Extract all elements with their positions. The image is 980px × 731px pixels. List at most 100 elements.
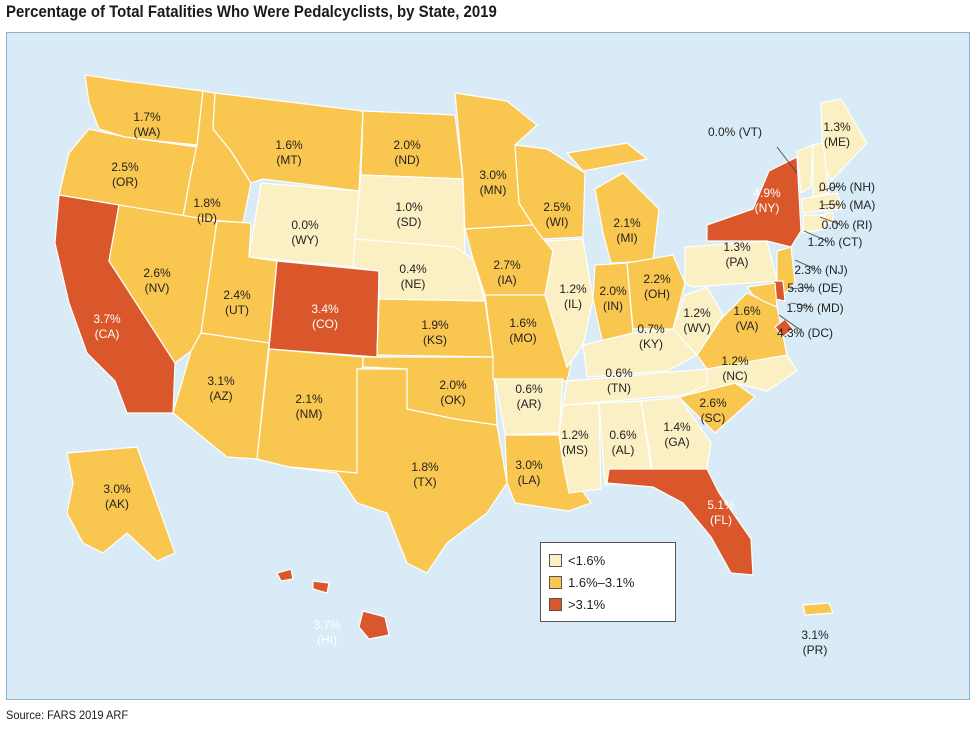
state-tx: [288, 368, 508, 574]
state-pct-ms: 1.2%: [561, 428, 589, 442]
state-pct-ks: 1.9%: [421, 318, 449, 332]
state-code-ks: (KS): [423, 333, 447, 347]
state-pr: [802, 602, 834, 616]
state-il: [543, 238, 594, 369]
state-label-ct: 1.2% (CT): [808, 235, 863, 249]
map-frame: 1.7% (WA) 2.5% (OR) 3.7% (CA) 1.8% (ID) 2.6% (NV)…: [6, 32, 970, 700]
state-code-tx: (TX): [413, 475, 436, 489]
state-code-al: (AL): [612, 443, 635, 457]
state-code-or: (OR): [112, 175, 138, 189]
state-pct-ca: 3.7%: [93, 312, 121, 326]
state-fl: [606, 468, 754, 576]
state-pct-mt: 1.6%: [275, 138, 303, 152]
state-pct-tn: 0.6%: [605, 366, 633, 380]
state-pct-sd: 1.0%: [395, 200, 423, 214]
legend-item-low: <1.6%: [549, 549, 667, 571]
state-pct-nc: 1.2%: [721, 354, 749, 368]
legend-swatch-high: [549, 597, 562, 611]
state-code-nc: (NC): [722, 369, 747, 383]
state-code-ga: (GA): [664, 435, 689, 449]
state-pct-wv: 1.2%: [683, 306, 711, 320]
state-label-dc: 4.3% (DC): [777, 326, 833, 340]
state-code-ok: (OK): [440, 393, 465, 407]
state-label-vt: 0.0% (VT): [708, 125, 762, 139]
state-ga: [640, 396, 712, 474]
state-code-il: (IL): [564, 297, 582, 311]
state-pct-pa: 1.3%: [723, 240, 751, 254]
state-code-la: (LA): [518, 473, 541, 487]
state-code-mo: (MO): [509, 331, 536, 345]
state-pct-ut: 2.4%: [223, 288, 251, 302]
legend-item-mid: 1.6%–3.1%: [549, 571, 667, 593]
state-oh: [626, 254, 686, 330]
state-pct-mn: 3.0%: [479, 168, 507, 182]
state-nh: [812, 142, 830, 198]
state-wi: [514, 144, 586, 240]
state-code-va: (VA): [735, 319, 758, 333]
state-pct-co: 3.4%: [311, 302, 339, 316]
state-code-sc: (SC): [701, 411, 726, 425]
state-pct-ny: 4.9%: [753, 186, 781, 200]
state-code-co: (CO): [312, 317, 338, 331]
state-pct-or: 2.5%: [111, 160, 139, 174]
state-code-hi: (HI): [317, 633, 337, 647]
state-code-ia: (IA): [497, 273, 516, 287]
state-pct-ok: 2.0%: [439, 378, 467, 392]
map-title: Percentage of Total Fatalities Who Were …: [6, 2, 497, 21]
state-code-ky: (KY): [639, 337, 663, 351]
legend-swatch-mid: [549, 575, 562, 589]
state-pct-wi: 2.5%: [543, 200, 571, 214]
state-pct-ar: 0.6%: [515, 382, 543, 396]
state-pct-oh: 2.2%: [643, 272, 671, 286]
state-code-ne: (NE): [401, 277, 426, 291]
state-code-wv: (WV): [683, 321, 710, 335]
state-pa: [684, 240, 778, 288]
state-pct-wa: 1.7%: [133, 110, 161, 124]
state-code-wa: (WA): [134, 125, 161, 139]
state-code-pr: (PR): [803, 643, 828, 657]
state-pct-id: 1.8%: [193, 196, 221, 210]
state-nc: [678, 354, 798, 398]
state-code-oh: (OH): [644, 287, 670, 301]
state-pct-nm: 2.1%: [295, 392, 323, 406]
legend-item-high: >3.1%: [549, 593, 667, 615]
state-code-ut: (UT): [225, 303, 249, 317]
state-code-mt: (MT): [276, 153, 301, 167]
state-code-ak: (AK): [105, 497, 129, 511]
state-pct-ga: 1.4%: [663, 420, 691, 434]
state-label-ri: 0.0% (RI): [822, 218, 873, 232]
state-md: [745, 282, 778, 308]
state-pct-mo: 1.6%: [509, 316, 537, 330]
state-pct-in: 2.0%: [599, 284, 627, 298]
state-dc: [774, 318, 794, 338]
state-label-de: 5.3% (DE): [787, 281, 842, 295]
state-code-ny: (NY): [755, 201, 780, 215]
state-pct-la: 3.0%: [515, 458, 543, 472]
state-pct-ia: 2.7%: [493, 258, 521, 272]
state-pct-wy: 0.0%: [291, 218, 319, 232]
state-wv: [672, 286, 724, 356]
state-pct-il: 1.2%: [559, 282, 587, 296]
state-pct-pr: 3.1%: [801, 628, 829, 642]
state-label-md: 1.9% (MD): [786, 301, 843, 315]
map-legend: <1.6% 1.6%–3.1% >3.1%: [540, 542, 676, 622]
state-code-tn: (TN): [607, 381, 631, 395]
us-state-map: 1.7%(WA)2.5%(OR)3.7%(CA)1.8%(ID)2.6%(NV)…: [54, 74, 875, 657]
state-code-ms: (MS): [562, 443, 588, 457]
state-pct-sc: 2.6%: [699, 396, 727, 410]
source-note: Source: FARS 2019 ARF: [6, 708, 129, 722]
state-code-ar: (AR): [517, 397, 542, 411]
leader-lines: [776, 146, 840, 332]
state-code-mn: (MN): [480, 183, 507, 197]
state-ny: [706, 156, 802, 248]
state-label-nj: 2.3% (NJ): [794, 263, 847, 277]
state-pct-az: 3.1%: [207, 374, 235, 388]
state-ct: [802, 214, 826, 234]
state-code-nm: (NM): [296, 407, 323, 421]
state-pct-mi: 2.1%: [613, 216, 641, 230]
state-pct-ky: 0.7%: [637, 322, 665, 336]
state-label-nh: 0.0% (NH): [819, 180, 875, 194]
state-code-ca: (CA): [95, 327, 120, 341]
state-ak: [66, 446, 176, 562]
state-pct-ak: 3.0%: [103, 482, 131, 496]
